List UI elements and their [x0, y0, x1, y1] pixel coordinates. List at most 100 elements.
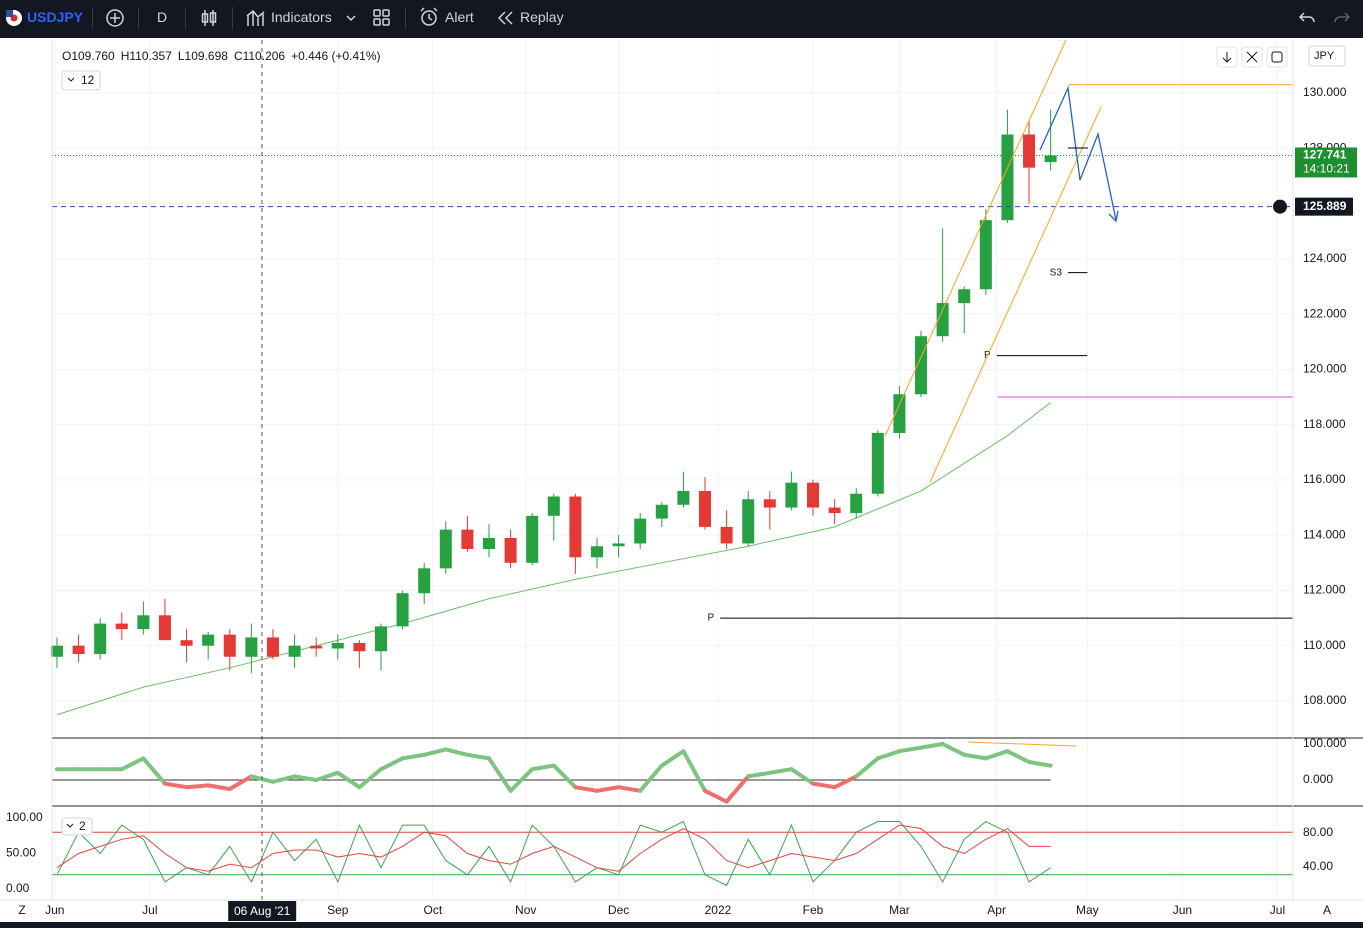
separator	[138, 7, 139, 29]
stoch-toggle[interactable]	[61, 817, 93, 836]
replay-icon[interactable]	[497, 10, 515, 26]
fullscreen[interactable]	[1266, 46, 1288, 68]
candle-body	[763, 499, 776, 508]
ohlc-value: L109.698	[178, 49, 228, 63]
y2-tick-label: 80.00	[1303, 825, 1333, 839]
oscillator-segment	[314, 770, 340, 783]
toggle-arrow[interactable]	[66, 823, 74, 828]
oscillator-segment	[206, 783, 232, 792]
y-tick-label: 0.00	[6, 881, 30, 895]
oscillator-segment	[595, 785, 621, 793]
candle-body	[720, 526, 733, 544]
legend: O109.760 H110.357 L109.698 C110.206 +0.446 (…	[62, 49, 381, 63]
x-tick-label: Jul	[142, 903, 157, 917]
separator	[232, 7, 233, 29]
oscillator-segment	[940, 741, 967, 757]
y-tick-label: 114.000	[1303, 527, 1346, 541]
add-symbol[interactable]	[104, 7, 126, 29]
y-tick-label: 124.000	[1303, 251, 1347, 265]
x-tick-label: Dec	[608, 903, 629, 917]
corner-label[interactable]: Z	[18, 903, 25, 917]
add-alert[interactable]	[1273, 199, 1287, 214]
x-tick-label: Feb	[803, 903, 824, 917]
oscillator-segment	[400, 752, 427, 761]
ohlc-value: O109.760	[62, 49, 115, 63]
oscillator-segment	[703, 788, 729, 804]
candle-body	[418, 568, 431, 594]
divergence-line	[967, 741, 1077, 747]
level-label: S3	[1050, 267, 1063, 278]
candle-body	[936, 303, 949, 337]
x-tick-label: 2022	[705, 903, 732, 917]
oscillator-segment	[378, 756, 405, 772]
oscillator-segment	[767, 767, 794, 775]
oscillator-segment	[616, 785, 643, 793]
candle-body	[266, 637, 279, 657]
ohlc-value: +0.446 (+0.41%)	[291, 49, 380, 63]
candle-body	[871, 432, 884, 494]
layouts[interactable]	[372, 8, 392, 28]
crosshair-date-box	[228, 901, 297, 921]
oscillator-segment	[227, 774, 254, 792]
oscillator-segment	[422, 747, 448, 757]
indicators-icon[interactable]	[245, 7, 267, 29]
indicator-toggle[interactable]	[61, 70, 101, 91]
pane-buttons: JPY	[1216, 45, 1346, 68]
undo[interactable]	[1298, 9, 1316, 27]
candle-body	[396, 593, 409, 627]
symbol[interactable]: USDJPY	[27, 9, 84, 25]
plot: S3PP	[50, 84, 1293, 887]
candle-body	[634, 518, 647, 544]
projection-path	[1039, 85, 1117, 221]
indicators[interactable]: Indicators	[271, 9, 332, 25]
candle-body	[893, 394, 906, 433]
corner-label[interactable]: A	[1323, 903, 1331, 917]
toggle-arrow[interactable]	[67, 77, 75, 82]
bar-timer: 14:10:21	[1303, 162, 1350, 176]
projection-arrow	[1108, 210, 1119, 223]
grid	[52, 40, 1293, 900]
y-tick-label: 0.000	[1303, 772, 1333, 786]
y-tick-label: 118.000	[1303, 417, 1346, 431]
currency: JPY	[1314, 50, 1335, 62]
candle-body	[655, 504, 668, 519]
x-tick-label: Jul	[1270, 903, 1285, 917]
candle-body	[591, 546, 604, 558]
candle-body	[850, 493, 863, 514]
candle-body	[958, 289, 971, 304]
oscillator-segment	[897, 745, 924, 754]
separator	[405, 7, 406, 29]
candle-body	[504, 537, 517, 563]
oscillator-segment	[141, 756, 167, 786]
oscillator-segment	[292, 774, 319, 783]
x-tick-label: Jun	[1173, 903, 1192, 917]
redo[interactable]	[1333, 9, 1351, 27]
alert-icon[interactable]	[418, 6, 440, 28]
y2-tick-label: 40.00	[1303, 859, 1333, 873]
y-tick-label: 120.000	[1303, 362, 1347, 376]
candle-body	[158, 615, 171, 641]
crosshair-date: 06 Aug '21	[234, 904, 291, 918]
currency-button[interactable]	[1308, 45, 1346, 67]
crosshair-price: 125.889	[1303, 199, 1347, 213]
oscillator-segment	[551, 763, 578, 790]
oscillator-segment	[508, 767, 535, 793]
chart-style[interactable]	[199, 7, 219, 29]
oscillator-segment	[465, 752, 491, 761]
x-tick-label: Mar	[889, 903, 910, 917]
candle-body	[807, 482, 820, 508]
oscillator-segment	[746, 770, 772, 779]
y-tick-label: 108.000	[1303, 693, 1347, 707]
oscillator-segment	[486, 756, 513, 793]
candle-body	[1001, 134, 1014, 221]
alert[interactable]: Alert	[445, 9, 474, 25]
icon	[1271, 51, 1283, 63]
oscillator-segment	[530, 763, 556, 772]
replay[interactable]: Replay	[520, 9, 564, 25]
candle-body	[223, 634, 236, 657]
dropdown-arrow[interactable]	[346, 13, 356, 23]
candle-body	[569, 496, 582, 558]
interval[interactable]: D	[157, 9, 168, 25]
candle-body	[742, 499, 755, 544]
